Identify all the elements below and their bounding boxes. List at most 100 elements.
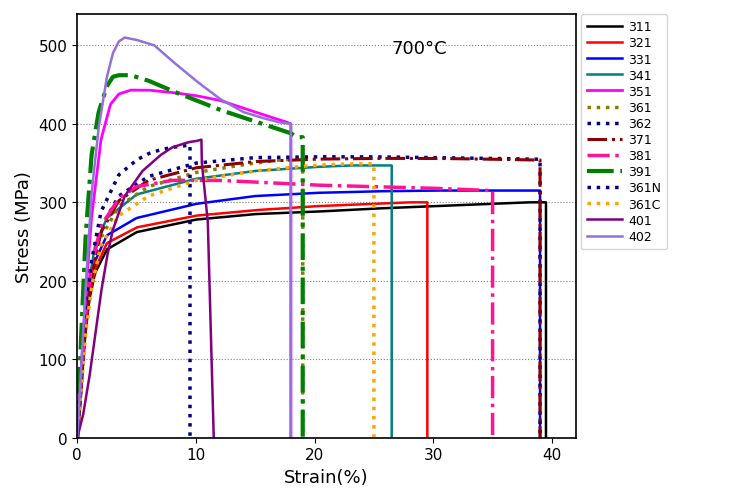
401 [156,153,165,159]
391 [228,112,237,118]
361N [123,166,131,172]
362 [260,155,269,161]
Line: 402: 402 [77,39,291,438]
402 [73,435,82,441]
361 [251,161,260,167]
351 [272,117,281,123]
341 [346,163,355,169]
361 [283,157,292,163]
371 [260,159,269,165]
381 [359,184,368,190]
401 [196,137,205,143]
402 [286,435,295,441]
351 [286,435,295,441]
Line: 362: 362 [77,157,540,438]
381 [242,179,251,185]
361C [203,176,212,182]
401 [188,139,197,145]
381 [402,185,411,191]
401 [197,137,206,143]
402 [167,59,176,65]
362 [311,154,320,160]
331 [260,193,269,199]
381 [169,178,178,184]
311 [263,211,272,217]
351 [220,100,229,106]
351 [126,88,135,94]
371 [73,435,82,441]
381 [461,187,469,193]
402 [160,52,169,58]
Line: 381: 381 [77,181,492,438]
331 [505,188,514,194]
362 [392,155,401,161]
391 [298,435,307,441]
401 [73,433,82,439]
401 [154,155,162,161]
331 [429,188,438,194]
362 [536,435,545,441]
391 [173,91,182,97]
Line: 311: 311 [77,203,546,438]
341 [210,174,219,180]
311 [524,200,533,206]
Line: 361N: 361N [77,146,190,438]
361C [324,162,333,168]
361N [185,143,194,149]
381 [488,435,497,441]
351 [167,90,176,96]
331 [73,435,82,441]
351 [160,90,169,96]
341 [289,166,297,172]
391 [264,124,273,130]
401 [154,154,163,160]
311 [278,210,287,216]
401 [73,435,82,441]
391 [115,73,124,79]
351 [255,111,263,117]
Line: 321: 321 [77,203,427,438]
361C [347,161,356,167]
361C [276,166,285,172]
321 [215,211,224,217]
361C [193,178,201,184]
371 [536,435,545,441]
361N [178,144,187,150]
402 [272,119,281,125]
361N [150,149,159,155]
Line: 361C: 361C [77,164,374,438]
361C [350,161,359,167]
362 [275,155,284,161]
341 [387,435,396,441]
321 [423,435,432,441]
341 [339,163,348,169]
321 [399,200,407,206]
361N [119,169,128,175]
Legend: 311, 321, 331, 341, 351, 361, 362, 371, 381, 391, 361N, 361C, 401, 402: 311, 321, 331, 341, 351, 361, 362, 371, … [581,15,667,249]
362 [466,156,475,162]
402 [220,99,229,105]
371 [466,156,475,162]
381 [73,435,82,441]
Y-axis label: Stress (MPa): Stress (MPa) [15,170,33,282]
371 [275,158,284,164]
X-axis label: Strain(%): Strain(%) [284,468,369,486]
402 [121,36,130,42]
361N [162,146,170,152]
361 [293,157,302,163]
361N [168,145,177,151]
Line: 361: 361 [77,160,303,438]
402 [255,115,263,121]
321 [349,202,358,208]
Line: 401: 401 [77,140,214,438]
311 [469,202,478,208]
361C [370,435,379,441]
311 [73,435,82,441]
Line: 341: 341 [77,166,392,438]
362 [505,156,514,162]
331 [390,189,399,195]
331 [536,435,545,441]
331 [440,188,449,194]
361 [172,176,181,182]
331 [466,188,475,194]
